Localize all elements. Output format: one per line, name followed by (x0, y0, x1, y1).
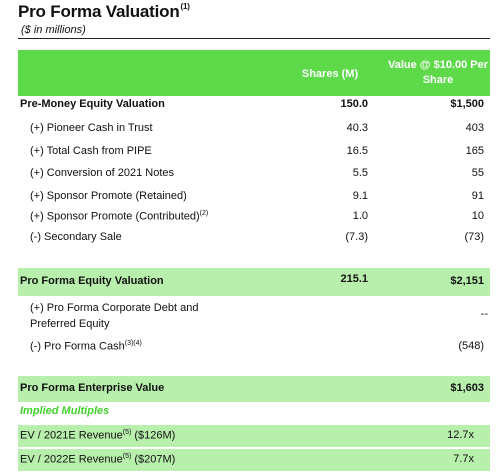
row-value: $1,500 (450, 98, 484, 110)
row-value: 403 (465, 122, 484, 134)
column-header-shares: Shares (M) (301, 68, 359, 80)
row-label: (+) Total Cash from PIPE (30, 145, 152, 157)
row-shares: 40.3 (346, 122, 368, 134)
row-label: EV / 2022E Revenue(5) ($207M) (20, 453, 176, 466)
table-row-pro-forma-equity: Pro Forma Equity Valuation 215.1 $2,151 (18, 268, 490, 296)
row-label: (+) Sponsor Promote (Contributed)(2) (30, 210, 209, 223)
row-value: -- (480, 308, 488, 320)
column-header-value: Value @ $10.00 Per Share (388, 59, 489, 86)
page-title: Pro Forma Valuation(1) (18, 2, 190, 21)
row-label: EV / 2021E Revenue(5) ($126M) (20, 429, 176, 442)
row-value: 10 (471, 210, 484, 222)
row-label: (+) Pioneer Cash in Trust (30, 122, 153, 134)
row-shares: 215.1 (340, 273, 368, 285)
row-label: Pro Forma Equity Valuation (20, 275, 164, 287)
table-row: (+) Sponsor Promote (Contributed)(2) 1.0… (18, 210, 490, 226)
row-shares: 5.5 (352, 167, 368, 179)
row-value: 12.7x (447, 429, 474, 441)
row-shares: 16.5 (346, 145, 368, 157)
footnote-marker: (2) (199, 210, 209, 217)
title-footnote: (1) (180, 2, 190, 11)
implied-multiples-heading: Implied Multiples (20, 405, 110, 417)
row-label: (-) Secondary Sale (30, 231, 122, 243)
row-label: (+) Conversion of 2021 Notes (30, 167, 174, 179)
table-row: (+) Pioneer Cash in Trust 40.3 403 (18, 122, 490, 138)
table-row: (-) Secondary Sale (7.3) (73) (18, 231, 490, 247)
footnote-marker: (3)(4) (124, 340, 142, 347)
table-row-debt: (+) Pro Forma Corporate Debt and Preferre… (18, 300, 490, 334)
table-row-enterprise-value: Pro Forma Enterprise Value $1,603 (18, 376, 490, 402)
multiple-row: EV / 2022E Revenue(5) ($207M) 7.7x (18, 449, 490, 471)
footnote-marker: (5) (122, 453, 132, 460)
multiple-row: EV / 2021E Revenue(5) ($126M) 12.7x (18, 425, 490, 447)
row-label: (+) Pro Forma Corporate Debt and Preferre… (30, 302, 199, 330)
row-value: 55 (471, 167, 484, 179)
row-value: $1,603 (450, 382, 484, 394)
row-value: 91 (471, 190, 484, 202)
row-label: (-) Pro Forma Cash(3)(4) (30, 340, 142, 353)
row-shares: 9.1 (352, 190, 368, 202)
row-value: (548) (458, 340, 484, 352)
row-label: Pre-Money Equity Valuation (20, 98, 165, 110)
row-shares: (7.3) (345, 231, 368, 243)
title-underline (18, 38, 490, 39)
row-value: 165 (465, 145, 484, 157)
table-row: (+) Total Cash from PIPE 16.5 165 (18, 145, 490, 161)
row-shares: 150.0 (340, 98, 368, 110)
row-label: Pro Forma Enterprise Value (20, 382, 165, 394)
table-header: Shares (M) Value @ $10.00 Per Share (18, 50, 490, 96)
table-row: (-) Pro Forma Cash(3)(4) (548) (18, 340, 490, 356)
footnote-marker: (5) (122, 429, 132, 436)
row-value: (73) (464, 231, 484, 243)
table-row: (+) Conversion of 2021 Notes 5.5 55 (18, 167, 490, 183)
page-subtitle: ($ in millions) (21, 24, 86, 36)
row-value: 7.7x (453, 453, 474, 465)
table-row-pre-money: Pre-Money Equity Valuation 150.0 $1,500 (18, 98, 490, 114)
table-row: (+) Sponsor Promote (Retained) 9.1 91 (18, 190, 490, 206)
row-label: (+) Sponsor Promote (Retained) (30, 190, 187, 202)
row-shares: 1.0 (352, 210, 368, 222)
row-value: $2,151 (450, 275, 484, 287)
